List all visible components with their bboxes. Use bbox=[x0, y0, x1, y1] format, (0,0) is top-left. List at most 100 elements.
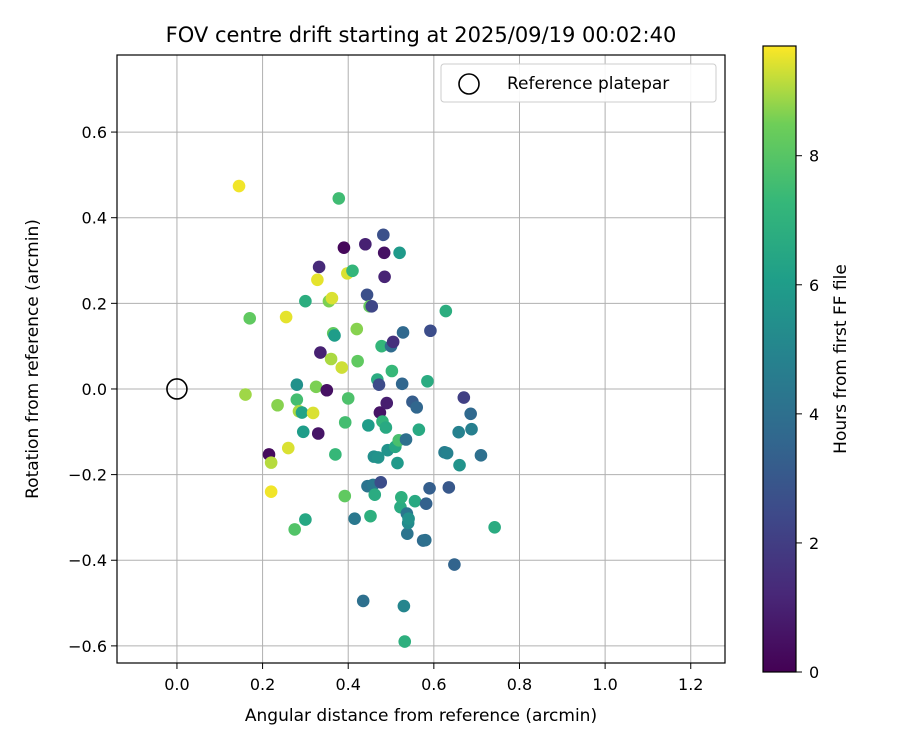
data-point bbox=[488, 520, 501, 534]
y-tick-label: 0.6 bbox=[82, 123, 107, 142]
data-point bbox=[453, 458, 466, 472]
data-point bbox=[424, 324, 437, 338]
data-point bbox=[332, 192, 346, 205]
data-point bbox=[309, 380, 323, 394]
data-point bbox=[348, 512, 361, 526]
data-point bbox=[474, 449, 488, 462]
y-tick-label: −0.4 bbox=[68, 551, 107, 570]
data-point bbox=[359, 237, 372, 251]
legend-label: Reference platepar bbox=[507, 74, 669, 94]
data-point bbox=[299, 513, 312, 526]
data-point bbox=[364, 509, 377, 523]
data-point bbox=[264, 485, 278, 499]
scatter-points bbox=[232, 179, 501, 648]
data-point bbox=[374, 476, 388, 489]
data-point bbox=[341, 392, 355, 405]
data-point bbox=[385, 364, 399, 378]
data-point bbox=[290, 378, 304, 391]
data-point bbox=[410, 401, 424, 414]
data-point bbox=[396, 326, 410, 339]
colorbar-tick-label: 8 bbox=[809, 147, 819, 166]
data-point bbox=[408, 494, 422, 508]
data-point bbox=[264, 456, 278, 469]
data-point bbox=[232, 179, 246, 193]
data-point bbox=[380, 396, 394, 410]
data-point bbox=[351, 354, 364, 368]
data-point bbox=[448, 558, 461, 571]
data-point bbox=[299, 294, 312, 308]
data-point bbox=[391, 456, 404, 470]
data-point bbox=[337, 241, 351, 254]
colorbar: 0 2 4 6 8 Hours from first FF file bbox=[762, 45, 851, 682]
reference-platepar-marker bbox=[166, 378, 188, 400]
x-tick-label: 0.2 bbox=[250, 675, 275, 694]
x-tick-label: 0.0 bbox=[164, 675, 189, 694]
data-point bbox=[243, 312, 257, 325]
data-point bbox=[393, 246, 406, 260]
y-axis-label: Rotation from reference (arcmin) bbox=[23, 219, 43, 499]
data-point bbox=[377, 228, 390, 242]
data-point bbox=[320, 383, 334, 397]
data-point bbox=[375, 339, 388, 353]
data-point bbox=[279, 310, 293, 324]
data-point bbox=[452, 425, 465, 439]
data-point bbox=[371, 451, 385, 464]
data-point bbox=[397, 599, 411, 613]
data-point bbox=[400, 527, 414, 540]
data-point bbox=[378, 270, 391, 284]
data-point bbox=[386, 335, 400, 349]
y-tick-label: 0.4 bbox=[82, 209, 107, 228]
colorbar-label: Hours from first FF file bbox=[831, 264, 851, 454]
data-point bbox=[457, 391, 471, 404]
data-point bbox=[421, 374, 434, 388]
x-axis-ticks: 0.0 0.2 0.4 0.6 0.8 1.0 1.2 bbox=[164, 663, 703, 694]
data-point bbox=[423, 482, 436, 495]
data-point bbox=[311, 427, 325, 440]
data-point bbox=[295, 406, 309, 419]
data-point bbox=[362, 419, 375, 432]
data-point bbox=[306, 406, 320, 420]
y-tick-label: −0.6 bbox=[68, 637, 107, 656]
data-point bbox=[377, 246, 391, 260]
data-point bbox=[288, 523, 301, 536]
plot-frame bbox=[116, 54, 726, 664]
plot-area bbox=[116, 54, 726, 664]
colorbar-tick-label: 0 bbox=[809, 663, 819, 682]
legend-marker bbox=[458, 73, 480, 95]
data-point bbox=[379, 421, 393, 434]
data-point bbox=[335, 361, 349, 374]
colorbar-gradient bbox=[762, 45, 797, 673]
data-point bbox=[440, 446, 454, 460]
y-tick-label: 0.0 bbox=[82, 380, 107, 399]
colorbar-tick-label: 2 bbox=[809, 534, 819, 553]
data-point bbox=[290, 393, 304, 406]
data-point bbox=[439, 304, 453, 318]
data-point bbox=[281, 441, 295, 455]
grid bbox=[117, 55, 725, 663]
data-point bbox=[271, 398, 284, 412]
data-point bbox=[395, 377, 409, 391]
data-point bbox=[338, 489, 352, 503]
x-tick-label: 0.8 bbox=[507, 675, 532, 694]
chart-title: FOV centre drift starting at 2025/09/19 … bbox=[166, 23, 677, 47]
data-point bbox=[314, 346, 327, 359]
colorbar-ticks: 0 2 4 6 8 bbox=[796, 147, 819, 682]
x-axis-label: Angular distance from reference (arcmin) bbox=[245, 706, 597, 726]
x-tick-label: 0.4 bbox=[335, 675, 360, 694]
data-point bbox=[311, 273, 324, 287]
data-point bbox=[465, 422, 478, 436]
data-point bbox=[419, 497, 433, 511]
data-point bbox=[338, 416, 352, 429]
data-point bbox=[324, 352, 338, 366]
data-point bbox=[412, 423, 426, 436]
data-point bbox=[328, 329, 341, 342]
data-point bbox=[296, 425, 310, 439]
x-tick-label: 0.6 bbox=[421, 675, 446, 694]
data-point bbox=[365, 300, 379, 313]
data-point bbox=[239, 388, 252, 401]
data-point bbox=[329, 448, 342, 461]
data-point bbox=[418, 533, 432, 547]
data-point bbox=[398, 635, 412, 648]
